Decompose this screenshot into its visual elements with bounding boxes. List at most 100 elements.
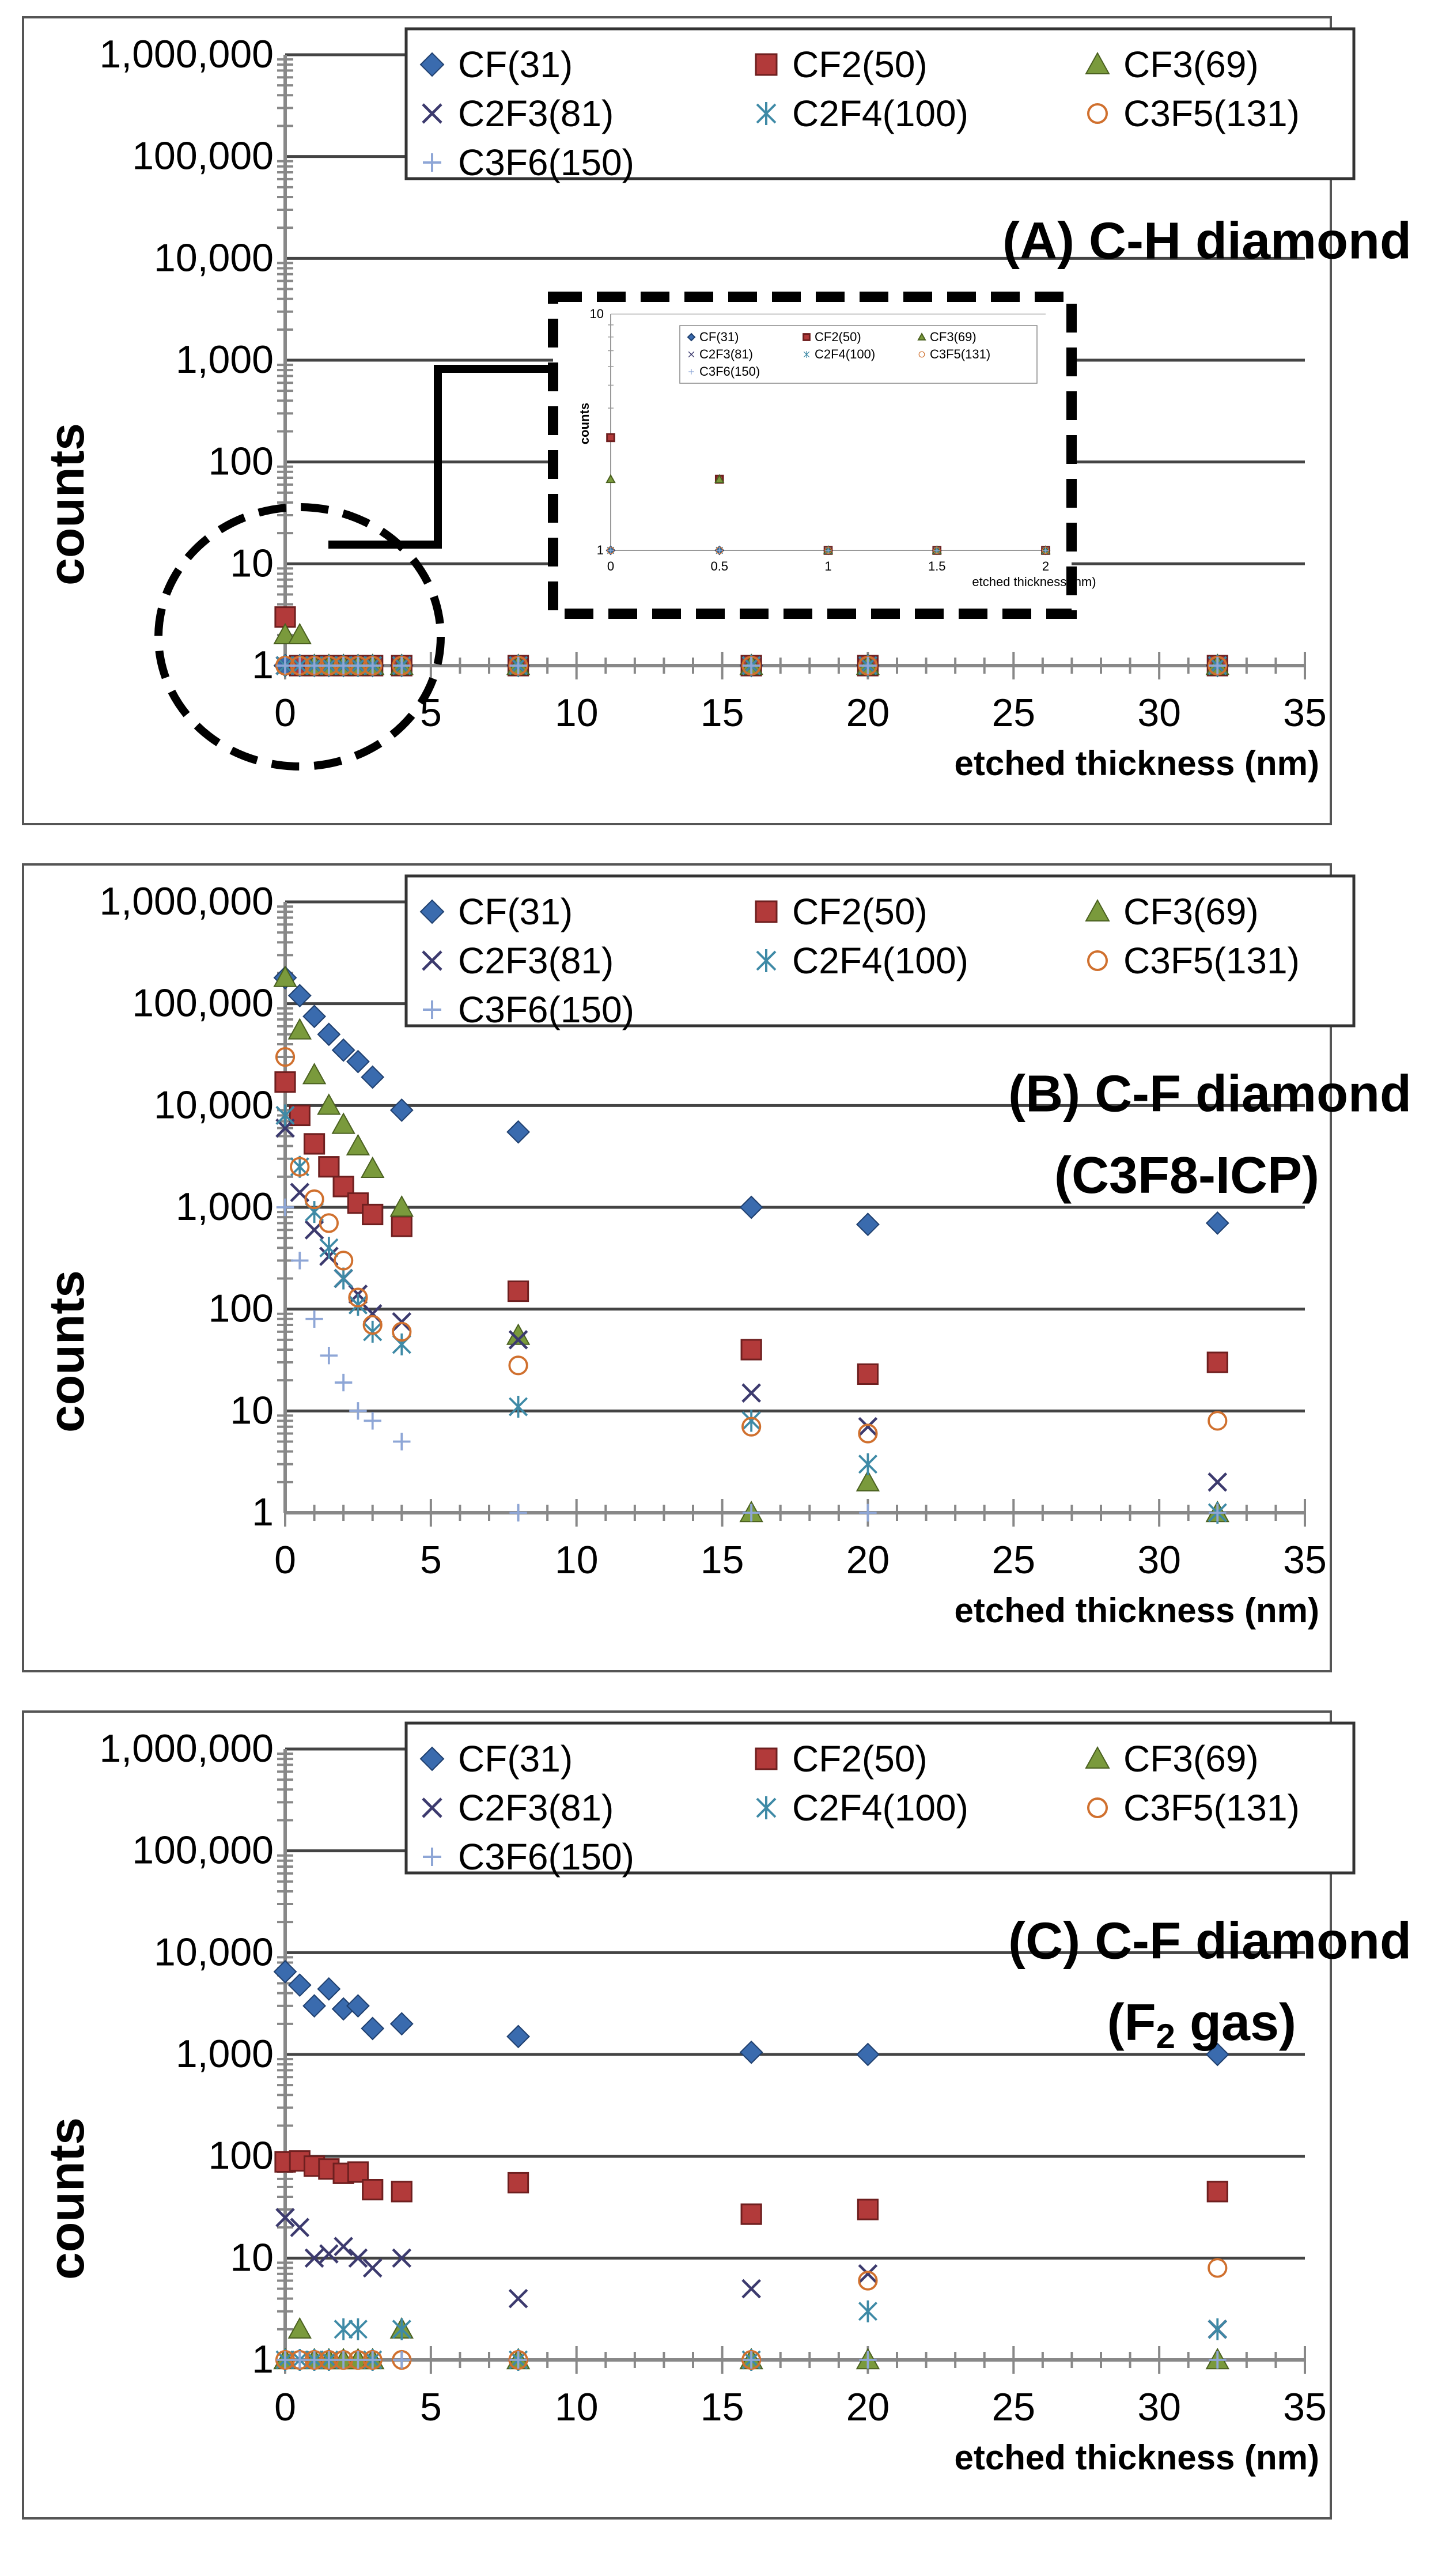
data-point <box>303 1133 326 1155</box>
data-point <box>287 1018 312 1040</box>
series-cf369 <box>273 965 1229 1523</box>
legend-marker <box>422 950 442 971</box>
x-tick-label: 25 <box>991 691 1035 735</box>
data-point <box>391 2181 412 2203</box>
y-tick-label: 1,000 <box>176 1185 274 1229</box>
data-point <box>741 1383 761 1403</box>
x-tick-label: 0 <box>274 2385 296 2429</box>
data-point <box>317 1022 341 1047</box>
data-point <box>392 1321 412 1342</box>
y-tick-label: 100,000 <box>132 1829 274 1872</box>
y-tick-label: 1 <box>252 1490 274 1534</box>
inset-x-tick-label: 2 <box>1042 559 1049 573</box>
legend-label: C3F5(131) <box>1123 940 1300 981</box>
legend-label: C2F4(100) <box>792 93 968 134</box>
legend <box>404 874 1356 1028</box>
x-tick-label: 10 <box>555 2385 599 2429</box>
data-point <box>856 2042 880 2067</box>
data-point <box>334 2237 353 2257</box>
data-point <box>348 2318 368 2340</box>
data-point <box>317 1977 341 2001</box>
data-point <box>392 2248 412 2268</box>
data-point <box>506 2024 530 2049</box>
inset-data-point <box>933 547 940 554</box>
y-tick-label: 10 <box>230 2235 274 2279</box>
series-c3f6150 <box>276 2351 1227 2369</box>
y-tick-label: 1,000 <box>176 2032 274 2076</box>
legend-marker <box>419 899 445 924</box>
series-cf250 <box>274 2150 1228 2225</box>
legend-marker <box>1085 898 1110 921</box>
data-point <box>393 656 411 675</box>
panel-title: (A) C-H diamond <box>1002 212 1411 270</box>
x-tick-label: 25 <box>991 2385 1035 2429</box>
data-point <box>348 2248 368 2268</box>
x-tick-label: 25 <box>991 1538 1035 1582</box>
data-point <box>364 656 381 675</box>
data-point <box>392 1312 412 1332</box>
y-axis-label: counts <box>39 1270 94 1433</box>
data-point <box>363 1320 383 1343</box>
legend-marker <box>422 1797 442 1818</box>
y-tick-label: 10 <box>230 1388 274 1432</box>
x-tick-label: 5 <box>420 1538 442 1582</box>
legend-label: C2F4(100) <box>792 1787 968 1829</box>
legend-label: CF(31) <box>458 1738 573 1780</box>
data-point <box>508 1355 528 1376</box>
x-tick-label: 15 <box>701 1538 744 1582</box>
data-point <box>331 1112 355 1134</box>
y-tick-label: 100,000 <box>132 134 274 178</box>
series-c3f5131 <box>275 1047 1228 1444</box>
data-point <box>334 1373 353 1392</box>
legend-marker <box>422 103 442 124</box>
legend-label: C3F6(150) <box>458 989 634 1030</box>
zoom-ellipse <box>154 503 445 770</box>
x-tick-label: 20 <box>846 2385 890 2429</box>
x-tick-label: 15 <box>701 691 744 735</box>
data-point <box>739 1195 763 1219</box>
series-c3f6150 <box>276 656 1227 675</box>
y-axis-label: counts <box>39 2117 94 2280</box>
data-point <box>389 1098 414 1122</box>
x-tick-label: 35 <box>1283 2385 1327 2429</box>
data-point <box>740 1339 762 1361</box>
y-tick-label: 1 <box>252 2337 274 2381</box>
data-point <box>275 1047 296 1067</box>
data-point <box>287 984 312 1008</box>
legend-label: CF2(50) <box>792 891 928 932</box>
legend-label: CF3(69) <box>1123 1738 1259 1780</box>
x-tick-label: 10 <box>555 1538 599 1582</box>
inset-legend-label: CF2(50) <box>815 330 861 344</box>
inset-x-axis-label: etched thickness (nm) <box>972 575 1096 589</box>
data-point <box>361 1065 385 1089</box>
data-point <box>305 1310 323 1328</box>
data-point <box>507 1280 529 1302</box>
inset-legend-marker <box>803 351 810 358</box>
inset-legend-marker <box>918 351 925 358</box>
y-tick-label: 100,000 <box>132 981 274 1025</box>
data-point <box>274 1071 296 1093</box>
legend-marker <box>423 1848 441 1866</box>
legend-label: CF3(69) <box>1123 44 1259 85</box>
x-axis-label: etched thickness (nm) <box>955 1591 1320 1630</box>
y-tick-label: 100 <box>209 1287 274 1331</box>
data-point <box>364 2351 381 2369</box>
data-point <box>1209 1504 1227 1522</box>
data-point <box>302 1004 326 1029</box>
x-tick-label: 0 <box>274 691 296 735</box>
x-tick-label: 20 <box>846 691 890 735</box>
data-point <box>391 1215 412 1237</box>
series-cf31 <box>273 966 1229 1237</box>
legend-label: CF2(50) <box>792 44 928 85</box>
data-point <box>858 1417 878 1437</box>
legend-marker <box>755 900 778 923</box>
data-point <box>302 1063 327 1085</box>
legend-marker <box>1087 950 1108 971</box>
series-cf31 <box>273 1959 1229 2067</box>
data-point <box>509 1396 528 1418</box>
legend-label: C2F4(100) <box>792 940 968 981</box>
x-tick-label: 30 <box>1137 2385 1181 2429</box>
chart-panel-b: 1 10 100 1,000 10,000 100,000 1,000,000 0 5 10 15 2… <box>22 863 1411 1672</box>
